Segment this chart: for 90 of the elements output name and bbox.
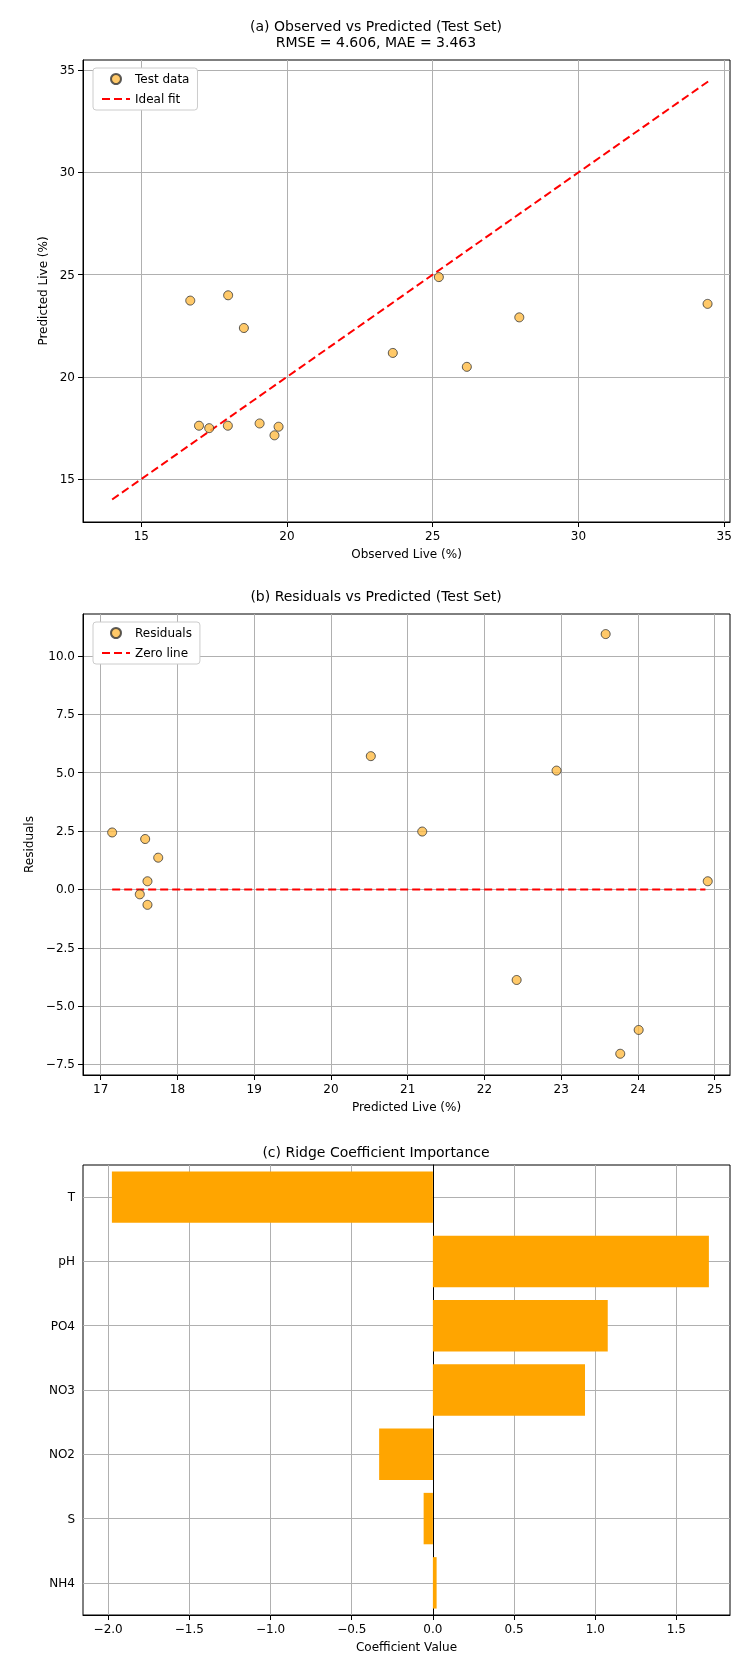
y-tick-label: −5.0: [45, 999, 75, 1014]
point: [254, 418, 265, 429]
x-tick-label: 20: [323, 1082, 339, 1096]
y-tick-label: 30: [59, 165, 75, 180]
x-tick-label: 25: [425, 529, 441, 543]
y-tick-label: S: [67, 1511, 75, 1526]
x-axis-title: Predicted Live (%): [351, 1100, 462, 1114]
point: [461, 361, 472, 372]
x-tick-label: −0.5: [337, 1622, 367, 1636]
point: [269, 430, 280, 441]
x-tick-label: 1.5: [666, 1622, 686, 1636]
chart-subtitle: RMSE = 4.606, MAE = 3.463: [275, 34, 477, 50]
y-tick-label: NO2: [48, 1447, 75, 1462]
x-axis-title: Coefficient Value: [355, 1640, 458, 1654]
y-tick-label: 0.0: [55, 882, 75, 897]
point: [615, 1048, 626, 1059]
x-tick-label: 15: [133, 529, 149, 543]
point: [185, 295, 196, 306]
point: [194, 420, 204, 431]
point: [134, 889, 145, 900]
y-tick-label: 35: [59, 63, 75, 78]
point: [702, 876, 713, 887]
x-tick-label: 0.0: [423, 1622, 443, 1636]
bar: [423, 1492, 433, 1545]
x-tick-label: −2.0: [93, 1622, 123, 1636]
point: [140, 834, 151, 845]
x-tick-label: 1.0: [585, 1622, 605, 1636]
x-tick-label: 18: [169, 1082, 186, 1096]
y-tick-label: pH: [58, 1254, 75, 1269]
legend-label: Zero line: [135, 646, 189, 660]
x-tick-label: 19: [246, 1082, 262, 1096]
y-tick-label: 2.5: [55, 824, 75, 839]
y-tick-label: PO4: [50, 1318, 75, 1333]
point: [702, 298, 713, 309]
bar: [379, 1428, 433, 1480]
y-tick-label: −2.5: [45, 940, 75, 955]
y-tick-label: 7.5: [55, 707, 75, 722]
point: [551, 765, 562, 776]
y-tick-label: 25: [59, 267, 75, 282]
bar: [111, 1171, 433, 1223]
point: [433, 272, 444, 283]
x-tick-label: 24: [630, 1082, 646, 1096]
legend-label: Test data: [134, 72, 190, 86]
point: [387, 347, 398, 358]
x-tick-label: 23: [553, 1082, 569, 1096]
x-tick-label: −1.0: [255, 1622, 286, 1636]
y-tick-label: 20: [59, 369, 75, 384]
x-tick-label: 0.5: [504, 1622, 524, 1636]
x-tick-label: 30: [570, 529, 587, 543]
x-tick-label: 21: [400, 1082, 416, 1096]
x-tick-label: −1.5: [174, 1622, 204, 1636]
point: [223, 290, 234, 301]
point: [238, 323, 249, 333]
y-tick-label: 10.0: [48, 649, 75, 664]
point: [633, 1024, 644, 1035]
bar: [432, 1364, 586, 1416]
point: [142, 876, 153, 887]
chart-title: (b) Residuals vs Predicted (Test Set): [250, 588, 502, 604]
x-tick-label: 22: [476, 1082, 493, 1096]
chart-title: (a) Observed vs Predicted (Test Set): [250, 18, 502, 34]
y-tick-label: 15: [59, 472, 75, 487]
point: [222, 420, 233, 431]
x-tick-label: 20: [279, 529, 295, 543]
y-tick-label: NO3: [48, 1383, 75, 1397]
y-tick-label: 5.0: [55, 765, 75, 780]
y-tick-label: −7.5: [45, 1057, 75, 1072]
y-tick-label: T: [66, 1190, 76, 1205]
point: [365, 751, 376, 762]
x-axis-title: Observed Live (%): [351, 547, 462, 561]
legend-label: Residuals: [135, 626, 192, 640]
y-axis-title: Residuals: [21, 816, 36, 873]
legend-label: Ideal fit: [135, 92, 181, 106]
point: [204, 423, 215, 434]
x-tick-label: 25: [707, 1082, 723, 1096]
y-axis-title: Predicted Live (%): [35, 236, 50, 346]
x-tick-label: 17: [93, 1082, 109, 1096]
bar: [432, 1557, 437, 1609]
point: [417, 826, 428, 837]
point: [600, 629, 611, 640]
bar: [432, 1300, 608, 1352]
point: [107, 827, 118, 838]
chart-title: (c) Ridge Coefficient Importance: [262, 1144, 490, 1160]
x-tick-label: 35: [716, 529, 732, 543]
bar: [432, 1235, 709, 1288]
point: [153, 852, 164, 863]
y-tick-label: NH4: [49, 1575, 75, 1590]
point: [514, 312, 525, 323]
point: [273, 421, 284, 432]
point: [142, 899, 153, 910]
point: [511, 975, 522, 985]
